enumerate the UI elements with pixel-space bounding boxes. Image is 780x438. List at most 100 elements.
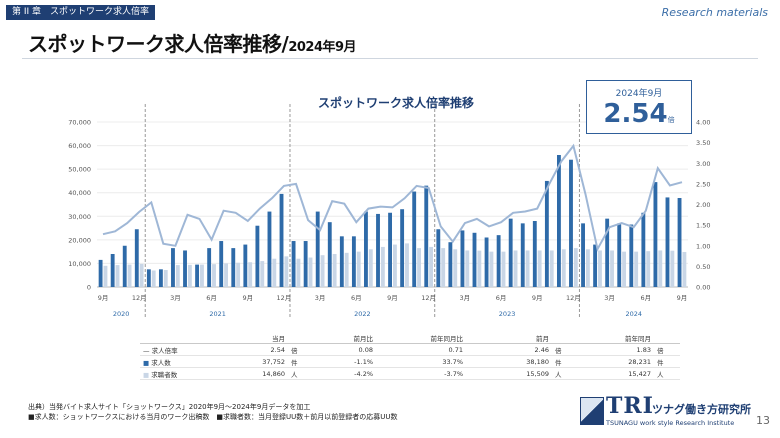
y-tick-label: 70,000 — [68, 119, 91, 127]
seekers-bar — [200, 264, 204, 287]
page-title: スポットワーク求人倍率推移/2024年9月 — [28, 28, 357, 57]
x-tick-label: 12月 — [421, 294, 436, 302]
seekers-bar — [489, 251, 494, 287]
jobs-bar — [605, 218, 610, 287]
jobs-bar — [351, 236, 356, 287]
kpi-cell: 33.7% — [376, 355, 466, 368]
kpi-row-jobs: ■ 求人数 37,752 件 -1.1% 33.7% 38,180 件 28,2… — [140, 355, 680, 368]
kpi-cell: 2.54 — [232, 343, 288, 356]
x-tick-label: 12月 — [566, 294, 581, 302]
seekers-bar — [344, 252, 349, 287]
seekers-bar — [670, 250, 675, 287]
jobs-bar — [653, 182, 658, 287]
y2-tick-label: 2.50 — [696, 180, 710, 188]
seekers-bar — [477, 250, 482, 287]
y2-tick-label: 3.50 — [696, 139, 710, 147]
x-tick-label: 3月 — [315, 294, 326, 302]
kpi-header — [552, 333, 578, 344]
chart-title: スポットワーク求人倍率推移 — [318, 96, 475, 110]
jobs-bar — [146, 269, 151, 287]
year-label: 2022 — [354, 310, 371, 318]
jobs-bar — [267, 211, 272, 287]
jobs-bar — [207, 248, 212, 287]
seekers-bar — [585, 249, 590, 287]
jobs-bar — [98, 259, 103, 287]
jobs-bar — [327, 222, 332, 287]
jobs-bar — [544, 180, 549, 287]
x-tick-label: 6月 — [496, 294, 507, 302]
kpi-cell: 人 — [552, 367, 578, 380]
seekers-bar — [658, 250, 663, 287]
jobs-bar — [412, 191, 417, 287]
seekers-bar — [187, 264, 192, 287]
seekers-bar — [127, 264, 132, 287]
seekers-bar — [525, 250, 530, 287]
seekers-bar — [417, 248, 421, 287]
kpi-cell: 2.46 — [466, 343, 552, 356]
jobs-bar — [629, 224, 634, 287]
jobs-bar — [315, 211, 320, 287]
seekers-bar — [537, 250, 542, 287]
jobs-bar — [376, 213, 380, 287]
y2-tick-label: 2.00 — [696, 201, 710, 209]
seekers-bar — [236, 262, 241, 287]
jobs-bar — [520, 223, 525, 287]
page-title-sub: 2024年9月 — [288, 40, 357, 55]
jobs-bar — [448, 242, 453, 287]
kpi-cell: 人 — [288, 367, 314, 380]
jobs-bar — [617, 223, 622, 287]
jobs-bar — [122, 245, 127, 287]
kpi-cell: 件 — [654, 355, 680, 368]
seekers-bar — [622, 251, 627, 287]
seekers-bar — [103, 265, 108, 287]
seekers-bar — [139, 263, 144, 287]
x-tick-label: 3月 — [170, 294, 181, 302]
jobs-bar — [158, 269, 163, 287]
seekers-bar — [248, 262, 253, 287]
seekers-bar — [368, 249, 373, 287]
jobs-bar — [364, 211, 368, 287]
kpi-cell: -1.1% — [314, 355, 376, 368]
jobs-bar — [424, 185, 429, 287]
x-tick-label: 12月 — [277, 294, 292, 302]
jobs-bar — [532, 221, 537, 287]
kpi-cell: 37,752 — [232, 355, 288, 368]
jobs-bar — [303, 241, 308, 287]
logo-mark-text: TRI — [606, 393, 654, 419]
y-tick-label: 30,000 — [68, 213, 91, 221]
kpi-header: 当月 — [232, 333, 288, 344]
seekers-bar — [513, 250, 518, 287]
y-tick-label: 10,000 — [68, 260, 91, 268]
jobs-bar — [556, 155, 561, 287]
jobs-bar — [231, 248, 236, 287]
x-tick-label: 6月 — [351, 294, 362, 302]
seekers-bar — [151, 270, 156, 287]
jobs-bar — [460, 230, 465, 287]
y-tick-label: 0 — [87, 284, 91, 292]
kpi-row-label: ■ 求職者数 — [140, 367, 232, 380]
jobs-bar — [677, 198, 682, 287]
kpi-header: 前年同月比 — [376, 333, 466, 344]
kpi-header — [654, 333, 680, 344]
y2-tick-label: 4.00 — [696, 119, 710, 127]
x-tick-label: 9月 — [532, 294, 543, 302]
x-tick-label: 9月 — [98, 294, 109, 302]
kpi-row-label: — 求人倍率 — [140, 343, 232, 356]
seekers-bar — [561, 249, 566, 287]
kpi-cell: 38,180 — [466, 355, 552, 368]
kpi-cell: 15,509 — [466, 367, 552, 380]
kpi-cell: 1.83 — [578, 343, 654, 356]
kpi-cell: 0.71 — [376, 343, 466, 356]
x-tick-label: 12月 — [132, 294, 147, 302]
research-label: Research materials — [661, 6, 768, 19]
jobs-bar — [508, 218, 513, 287]
jobs-bar — [219, 241, 224, 287]
jobs-bar — [593, 244, 598, 287]
y-tick-label: 20,000 — [68, 236, 91, 244]
title-divider — [22, 58, 758, 59]
seekers-bar — [224, 263, 229, 287]
x-tick-label: 6月 — [640, 294, 651, 302]
y-tick-label: 40,000 — [68, 189, 91, 197]
seekers-bar — [598, 250, 602, 287]
